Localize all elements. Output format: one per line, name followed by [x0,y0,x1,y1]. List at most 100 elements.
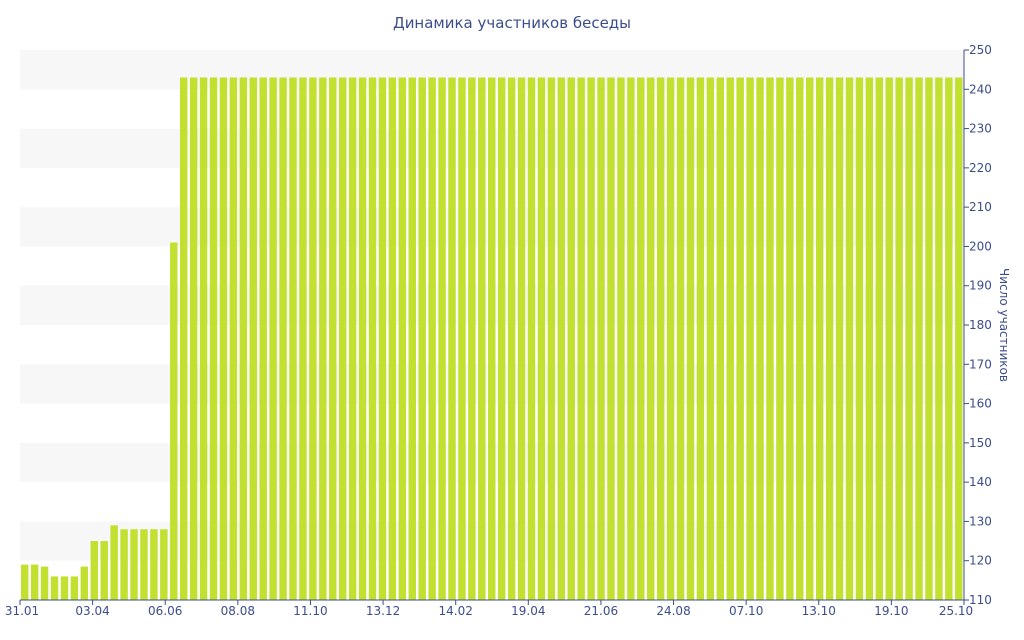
y-tick-label: 130 [969,514,992,528]
bar [80,566,89,600]
bar [796,77,804,600]
bar [249,77,257,600]
bar [150,529,158,600]
y-tick-label: 150 [969,436,992,450]
bar [408,77,416,600]
bar [378,77,387,600]
bar [329,77,337,600]
bar [597,77,605,600]
bar [647,77,655,600]
chart-title: Динамика участников беседы [392,14,632,32]
y-tick-label: 210 [969,200,992,214]
bar [229,77,238,600]
bar [656,77,665,600]
bar [925,77,933,600]
bar [269,77,277,600]
bar [736,77,744,600]
bar [527,77,536,600]
bar [468,77,476,600]
y-tick-label: 170 [969,357,992,371]
bar [627,77,635,600]
x-tick-label: 13.12 [366,604,400,618]
x-tick-label: 31.01 [5,604,39,618]
bar [497,77,506,600]
bar [120,529,128,600]
x-tick-label: 14.02 [439,604,473,618]
bar [706,77,715,600]
bar [189,77,198,600]
bar [587,77,595,600]
bar [865,77,874,600]
x-tick-label: 24.08 [656,604,690,618]
bar [199,77,208,600]
bar [488,77,496,600]
bar [845,77,854,600]
y-tick-label: 140 [969,475,992,489]
bar [309,77,317,600]
bar [388,77,397,600]
bar [160,529,168,600]
x-tick-label: 21.06 [584,604,618,618]
bar [219,77,228,600]
bar [686,77,695,600]
bar [776,77,784,600]
x-tick-label: 11.10 [293,604,327,618]
bar [676,77,685,600]
bar [557,77,566,600]
bar [209,77,218,600]
y-axis-ticks: 110 120 130 140 150 160 170 180 190 200 210 220 230 2… [964,43,992,607]
x-tick-label: 13.10 [802,604,836,618]
bar [815,77,824,600]
y-tick-label: 190 [969,279,992,293]
bar [289,77,297,600]
bar [855,77,864,600]
bar [140,529,148,600]
bar [348,77,357,600]
bar [955,77,963,600]
bar [577,77,585,600]
y-tick-label: 250 [969,43,992,57]
y-tick-label: 200 [969,239,992,253]
x-tick-label: 25.10 [939,604,973,618]
bar [507,77,516,600]
bar [746,77,754,600]
bar [885,77,893,600]
bar [279,77,287,600]
bar [756,77,764,600]
bar [666,77,675,600]
bar [895,77,903,600]
bar [458,77,466,600]
bar [179,77,188,600]
bar [21,564,29,600]
bar [428,77,436,600]
x-tick-label: 19.10 [874,604,908,618]
bar [319,77,327,600]
bar [398,77,407,600]
bar [170,242,178,600]
x-tick-label: 07.10 [729,604,763,618]
bar [70,576,79,600]
bar [875,77,884,600]
bar [547,77,556,600]
bars [21,77,963,600]
bar [637,77,645,600]
bar [30,564,39,600]
bar [438,77,446,600]
bar [478,77,486,600]
bar [130,529,138,600]
bar [696,77,705,600]
bar [358,77,367,600]
bar [935,77,943,600]
bar [915,77,923,600]
x-axis-ticks: 31.01 03.04 06.06 08.08 11.10 13.12 14.02 19.04… [5,600,973,618]
bar [945,77,953,600]
bar [537,77,546,600]
bar [299,77,307,600]
bar [368,77,377,600]
bar [110,525,118,600]
y-tick-label: 180 [969,318,992,332]
bar [517,77,526,600]
bar [448,77,456,600]
bar [726,77,734,600]
